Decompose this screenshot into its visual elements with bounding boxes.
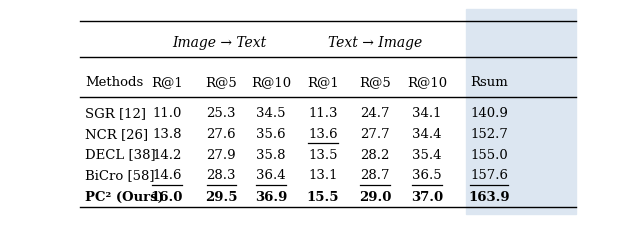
Text: 155.0: 155.0 (470, 148, 508, 161)
Text: SGR [12]: SGR [12] (85, 106, 146, 119)
Text: R@5: R@5 (205, 76, 237, 89)
Text: 163.9: 163.9 (468, 190, 510, 203)
Text: 11.3: 11.3 (308, 106, 338, 119)
Text: 24.7: 24.7 (360, 106, 390, 119)
Text: 37.0: 37.0 (411, 190, 444, 203)
Text: 36.4: 36.4 (256, 169, 286, 182)
Text: 27.9: 27.9 (207, 148, 236, 161)
Text: R@1: R@1 (151, 76, 182, 89)
Text: 27.6: 27.6 (207, 127, 236, 140)
Text: DECL [38]: DECL [38] (85, 148, 156, 161)
Text: 14.2: 14.2 (152, 148, 182, 161)
Text: 13.1: 13.1 (308, 169, 338, 182)
Text: 25.3: 25.3 (207, 106, 236, 119)
Text: 34.1: 34.1 (412, 106, 442, 119)
Text: 13.5: 13.5 (308, 148, 338, 161)
Text: 16.0: 16.0 (150, 190, 183, 203)
Text: 15.5: 15.5 (307, 190, 339, 203)
Text: Rsum: Rsum (470, 76, 508, 89)
Text: 35.4: 35.4 (412, 148, 442, 161)
Text: Text → Image: Text → Image (328, 36, 422, 50)
Text: Methods: Methods (85, 76, 143, 89)
Text: R@5: R@5 (359, 76, 391, 89)
Text: 29.5: 29.5 (205, 190, 237, 203)
Text: 152.7: 152.7 (470, 127, 508, 140)
Text: 29.0: 29.0 (359, 190, 391, 203)
Text: 34.5: 34.5 (256, 106, 285, 119)
Text: 140.9: 140.9 (470, 106, 508, 119)
Text: 35.8: 35.8 (256, 148, 285, 161)
Text: PC² (Ours): PC² (Ours) (85, 190, 164, 203)
Text: 28.2: 28.2 (360, 148, 390, 161)
Text: R@10: R@10 (407, 76, 447, 89)
Text: 35.6: 35.6 (256, 127, 286, 140)
Text: R@1: R@1 (307, 76, 339, 89)
Text: BiCro [58]: BiCro [58] (85, 169, 154, 182)
Text: 28.7: 28.7 (360, 169, 390, 182)
Text: 28.3: 28.3 (207, 169, 236, 182)
Text: 34.4: 34.4 (412, 127, 442, 140)
Text: R@10: R@10 (251, 76, 291, 89)
Text: 13.8: 13.8 (152, 127, 182, 140)
Text: 27.7: 27.7 (360, 127, 390, 140)
Text: 36.9: 36.9 (255, 190, 287, 203)
Text: Image → Text: Image → Text (172, 36, 266, 50)
Text: 157.6: 157.6 (470, 169, 508, 182)
Text: 13.6: 13.6 (308, 127, 338, 140)
Text: 14.6: 14.6 (152, 169, 182, 182)
Text: NCR [26]: NCR [26] (85, 127, 148, 140)
Text: 11.0: 11.0 (152, 106, 182, 119)
Text: 36.5: 36.5 (412, 169, 442, 182)
FancyBboxPatch shape (466, 10, 576, 214)
